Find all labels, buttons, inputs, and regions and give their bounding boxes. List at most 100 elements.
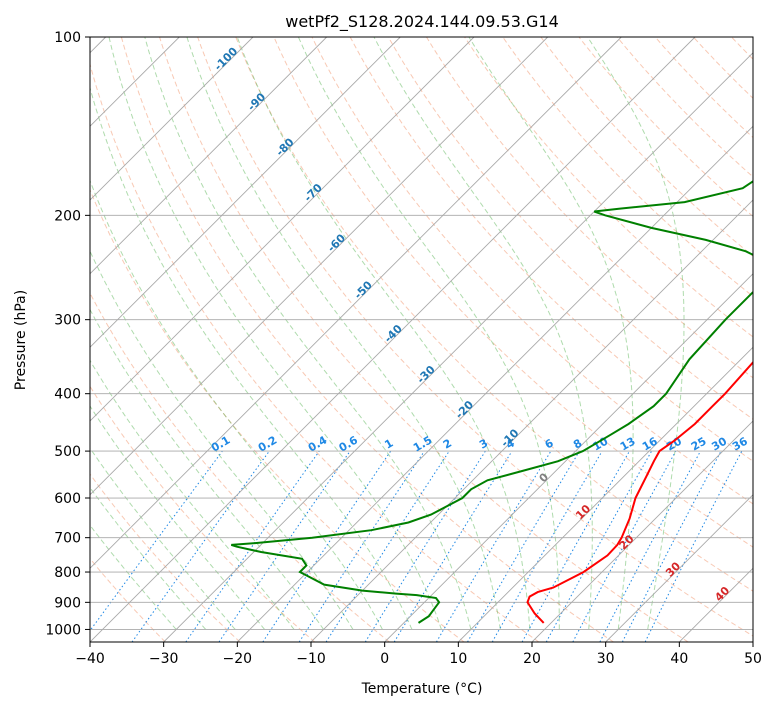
y-tick-label: 700 bbox=[54, 531, 81, 547]
dry-adiabat bbox=[90, 188, 465, 642]
dry-adiabat bbox=[311, 37, 753, 505]
x-tick-label: 40 bbox=[670, 651, 688, 667]
temperature-profile bbox=[526, 360, 753, 624]
dry-adiabat bbox=[90, 292, 390, 642]
isotherm-line bbox=[90, 37, 475, 422]
mixing-ratio-line bbox=[572, 450, 677, 642]
mixing-ratio-line bbox=[621, 450, 722, 642]
moist-adiabat bbox=[468, 37, 634, 630]
y-tick-label: 900 bbox=[54, 595, 81, 611]
moist-adiabat bbox=[90, 308, 324, 630]
background-lines bbox=[90, 37, 775, 642]
isotherm-line bbox=[90, 37, 401, 348]
dry-adiabat bbox=[770, 37, 775, 642]
isotherm-label: -90 bbox=[245, 90, 268, 113]
moist-adiabat bbox=[587, 37, 685, 630]
dry-adiabat bbox=[120, 37, 614, 642]
isotherm-line bbox=[90, 37, 549, 496]
mixing-ratio-line bbox=[364, 450, 486, 642]
isotherm-line bbox=[752, 641, 753, 642]
moist-adiabat bbox=[90, 524, 177, 630]
y-tick-label: 500 bbox=[54, 444, 81, 460]
moist-adiabat bbox=[90, 250, 354, 630]
moist-adiabat bbox=[108, 37, 442, 630]
x-axis-ticks: −40 −30 −20 −10 0 10 20 30 40 50 bbox=[75, 642, 762, 667]
moist-adiabat bbox=[144, 37, 472, 630]
mixing-ratio-line bbox=[325, 450, 450, 642]
dry-adiabat bbox=[464, 37, 753, 338]
isotherm-label: -70 bbox=[302, 181, 325, 204]
y-tick-label: 400 bbox=[54, 387, 81, 403]
x-tick-label: 50 bbox=[744, 651, 762, 667]
mixing-ratio-line bbox=[644, 450, 743, 642]
plot-area: 0.1 0.2 0.4 0.6 1 1.5 2 3 4 6 8 10 13 16 20 25 30 36-100-… bbox=[45, 30, 775, 667]
mixing-ratio-line bbox=[521, 450, 630, 642]
dry-adiabat bbox=[387, 37, 753, 420]
mixing-ratio-line bbox=[393, 450, 513, 642]
dry-adiabat bbox=[235, 37, 753, 592]
plot-frame bbox=[89, 36, 754, 643]
x-tick-label: 20 bbox=[523, 651, 541, 667]
dry-adiabat bbox=[90, 473, 241, 642]
moist-adiabat bbox=[90, 359, 295, 630]
isotherm-label: -30 bbox=[414, 363, 437, 386]
moist-adiabat bbox=[90, 486, 207, 630]
isotherm-line bbox=[90, 37, 622, 569]
y-tick-label: 800 bbox=[54, 565, 81, 581]
isotherm-line bbox=[310, 199, 753, 642]
isotherm-label: 40 bbox=[712, 584, 732, 604]
grid-lines bbox=[90, 37, 753, 642]
mixing-ratio-line bbox=[298, 450, 425, 642]
dry-adiabat bbox=[502, 37, 753, 298]
isotherm-line bbox=[605, 494, 753, 642]
dry-adiabat bbox=[692, 37, 753, 99]
x-axis-label: Temperature (°C) bbox=[361, 681, 483, 697]
x-tick-label: 0 bbox=[380, 651, 389, 667]
line-annotations: 0.1 0.2 0.4 0.6 1 1.5 2 3 4 6 8 10 13 16 20 25 30 36-100-… bbox=[209, 44, 750, 604]
mixing-ratio-line bbox=[90, 450, 223, 632]
y-tick-label: 300 bbox=[54, 313, 81, 329]
isotherm-line bbox=[457, 346, 753, 642]
moist-adiabat bbox=[90, 179, 383, 630]
sounding-profiles bbox=[230, 180, 753, 624]
mixing-ratio-line bbox=[131, 450, 270, 642]
moist-adiabat bbox=[373, 37, 593, 630]
y-tick-label: 200 bbox=[54, 208, 81, 224]
dewpoint-profile bbox=[230, 180, 753, 624]
isotherm-line bbox=[531, 420, 753, 642]
isotherm-line bbox=[90, 37, 328, 275]
dry-adiabat bbox=[349, 37, 753, 462]
mixing-ratio-line bbox=[218, 450, 351, 642]
y-tick-label: 100 bbox=[54, 30, 81, 46]
moist-adiabat bbox=[90, 86, 413, 630]
y-axis-label: Pressure (hPa) bbox=[13, 290, 29, 390]
isotherm-label: -50 bbox=[352, 278, 375, 301]
isotherm-label: 30 bbox=[663, 559, 683, 579]
y-axis-ticks: 100 200 300 400 500 600 700 800 900 1000 bbox=[45, 30, 90, 638]
moist-adiabat bbox=[90, 405, 265, 630]
isotherm-label: -10 bbox=[498, 426, 521, 449]
dry-adiabat bbox=[273, 37, 753, 548]
chart-title: wetPf2_S128.2024.144.09.53.G14 bbox=[285, 12, 559, 32]
y-tick-label: 600 bbox=[54, 491, 81, 507]
dry-adiabat bbox=[90, 385, 316, 642]
mixing-ratio-label: 2 bbox=[441, 437, 454, 452]
mixing-ratio-line bbox=[262, 450, 392, 642]
mixing-ratio-line bbox=[467, 450, 580, 642]
dry-adiabat bbox=[90, 62, 540, 642]
x-tick-label: −30 bbox=[149, 651, 179, 667]
moist-adiabat bbox=[90, 447, 236, 630]
isotherm-line bbox=[163, 52, 753, 642]
x-tick-label: 10 bbox=[449, 651, 467, 667]
dry-adiabat bbox=[578, 37, 753, 218]
isotherm-line bbox=[90, 37, 696, 642]
isotherm-line bbox=[384, 273, 753, 642]
y-tick-label: 1000 bbox=[45, 622, 81, 638]
isotherm-line bbox=[236, 125, 753, 642]
moist-adiabat bbox=[236, 37, 531, 630]
x-tick-label: −10 bbox=[296, 651, 326, 667]
isotherm-line bbox=[678, 567, 753, 642]
isotherm-line bbox=[90, 37, 254, 201]
x-tick-label: 30 bbox=[597, 651, 615, 667]
